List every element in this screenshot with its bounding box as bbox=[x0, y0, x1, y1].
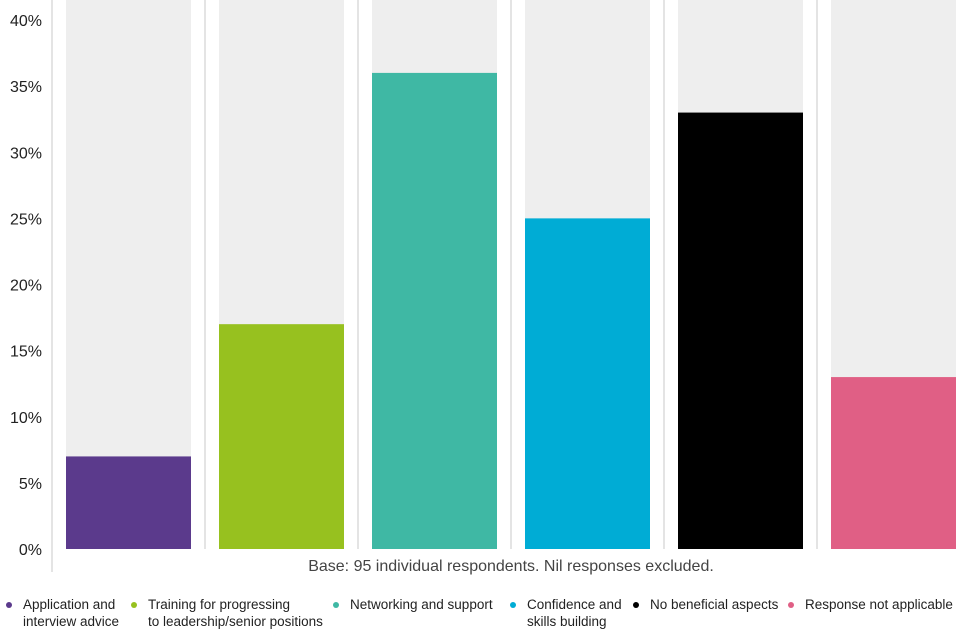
legend-item: Response not applicable bbox=[788, 596, 953, 613]
data-bar bbox=[372, 72, 497, 550]
legend-label: Confidence and skills building bbox=[527, 597, 622, 629]
legend-item: Confidence and skills building bbox=[510, 596, 622, 630]
data-bar bbox=[219, 324, 344, 549]
y-tick-label: 40% bbox=[10, 13, 42, 30]
legend-label: Application and interview advice bbox=[23, 597, 120, 629]
y-tick-label: 5% bbox=[19, 476, 42, 493]
data-bar bbox=[66, 456, 191, 549]
legend-dot-icon bbox=[333, 602, 339, 608]
y-tick-label: 15% bbox=[10, 344, 42, 361]
data-bar bbox=[525, 218, 650, 549]
data-bar bbox=[831, 377, 956, 549]
data-bar bbox=[678, 112, 803, 549]
chart-legend: Application and interview advice Training… bbox=[0, 596, 960, 640]
y-tick-label: 35% bbox=[10, 79, 42, 96]
y-tick-label: 30% bbox=[10, 145, 42, 162]
y-tick-label: 25% bbox=[10, 211, 42, 228]
legend-dot-icon bbox=[131, 602, 137, 608]
y-tick-label: 0% bbox=[19, 542, 42, 559]
legend-label: No beneficial aspects bbox=[650, 597, 779, 612]
legend-dot-icon bbox=[788, 602, 794, 608]
legend-dot-icon bbox=[510, 602, 516, 608]
y-tick-label: 10% bbox=[10, 410, 42, 427]
y-tick-label: 20% bbox=[10, 278, 42, 295]
legend-label: Networking and support bbox=[350, 597, 493, 612]
legend-item: No beneficial aspects bbox=[633, 596, 778, 613]
legend-item: Networking and support bbox=[333, 596, 493, 613]
legend-label: Training for progressing to leadership/s… bbox=[148, 597, 323, 629]
legend-item: Training for progressing to leadership/s… bbox=[131, 596, 323, 630]
legend-label: Response not applicable bbox=[805, 597, 953, 612]
legend-dot-icon bbox=[6, 602, 12, 608]
legend-dot-icon bbox=[633, 602, 639, 608]
bar-chart: 0% 5% 10% 15% 20% 25% 30% 35% 40% Base: 95 indivi… bbox=[10, 0, 956, 575]
legend-item: Application and interview advice bbox=[6, 596, 119, 630]
base-note: Base: 95 individual respondents. Nil res… bbox=[308, 558, 714, 575]
